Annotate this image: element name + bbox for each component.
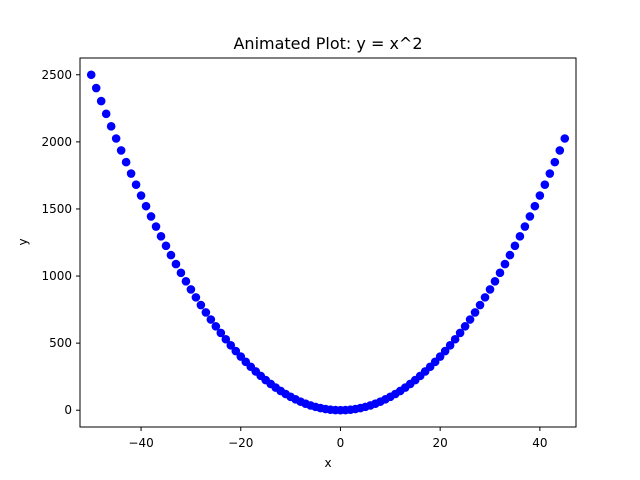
data-point bbox=[465, 315, 475, 324]
y-axis-label: y bbox=[16, 238, 30, 245]
data-point bbox=[161, 241, 171, 251]
data-point bbox=[520, 222, 530, 231]
data-point bbox=[440, 346, 450, 356]
y-tick-label: 2500 bbox=[41, 68, 72, 82]
data-point bbox=[530, 201, 540, 211]
y-tick-label: 2000 bbox=[41, 135, 72, 149]
data-point bbox=[101, 109, 111, 119]
data-point bbox=[146, 212, 156, 221]
x-tick-label: 0 bbox=[337, 436, 345, 450]
x-tick-label: 40 bbox=[532, 436, 547, 450]
data-point bbox=[460, 322, 470, 331]
data-point bbox=[510, 241, 520, 251]
data-point bbox=[525, 212, 535, 221]
data-point bbox=[500, 259, 510, 269]
data-point bbox=[545, 169, 555, 178]
data-point bbox=[206, 315, 216, 324]
x-axis-label: x bbox=[324, 456, 331, 470]
data-point bbox=[485, 285, 495, 294]
chart-title: Animated Plot: y = x^2 bbox=[233, 34, 422, 53]
data-point bbox=[495, 268, 505, 278]
data-point bbox=[475, 300, 485, 310]
y-tick-label: 1500 bbox=[41, 202, 72, 216]
data-point bbox=[231, 346, 241, 356]
data-point bbox=[91, 83, 101, 93]
data-point bbox=[96, 96, 106, 106]
x-tick-label: −40 bbox=[128, 436, 153, 450]
data-point bbox=[151, 222, 161, 231]
data-point bbox=[116, 146, 126, 155]
x-axis-ticks: −40 −20 0 20 40 bbox=[128, 427, 547, 450]
data-point bbox=[455, 328, 465, 338]
data-point bbox=[226, 340, 236, 350]
data-point bbox=[450, 334, 460, 344]
data-point bbox=[480, 293, 490, 302]
data-point bbox=[470, 308, 480, 317]
data-point bbox=[201, 308, 211, 317]
data-point bbox=[211, 322, 221, 331]
plot-area-frame bbox=[79, 57, 577, 428]
data-point bbox=[191, 293, 201, 302]
data-point bbox=[156, 232, 166, 241]
data-point bbox=[216, 328, 226, 338]
data-point bbox=[181, 276, 191, 286]
y-tick-label: 1000 bbox=[41, 269, 72, 283]
data-point bbox=[490, 276, 500, 286]
y-axis-ticks: 0 500 1000 1500 2000 2500 bbox=[41, 68, 80, 417]
data-point bbox=[505, 250, 515, 260]
data-point bbox=[515, 232, 525, 241]
data-point bbox=[126, 169, 136, 178]
scatter-points bbox=[86, 70, 570, 415]
data-point bbox=[176, 268, 186, 278]
data-point bbox=[445, 340, 455, 350]
data-point bbox=[186, 285, 196, 294]
data-point bbox=[136, 191, 146, 200]
data-point bbox=[131, 180, 141, 189]
x-tick-label: −20 bbox=[228, 436, 253, 450]
data-point bbox=[141, 201, 151, 211]
data-point bbox=[106, 122, 116, 131]
y-tick-label: 500 bbox=[49, 336, 72, 350]
data-point bbox=[171, 259, 181, 269]
data-point bbox=[86, 70, 96, 80]
data-point bbox=[560, 134, 570, 143]
data-point bbox=[111, 134, 121, 143]
data-point bbox=[221, 334, 231, 344]
y-tick-label: 0 bbox=[64, 403, 72, 417]
data-point bbox=[435, 352, 445, 361]
data-point bbox=[166, 250, 176, 260]
data-point bbox=[196, 300, 206, 310]
data-point bbox=[550, 157, 560, 167]
data-point bbox=[121, 157, 131, 167]
data-point bbox=[540, 180, 550, 189]
data-point bbox=[555, 146, 565, 155]
data-point bbox=[535, 191, 545, 200]
x-tick-label: 20 bbox=[433, 436, 448, 450]
